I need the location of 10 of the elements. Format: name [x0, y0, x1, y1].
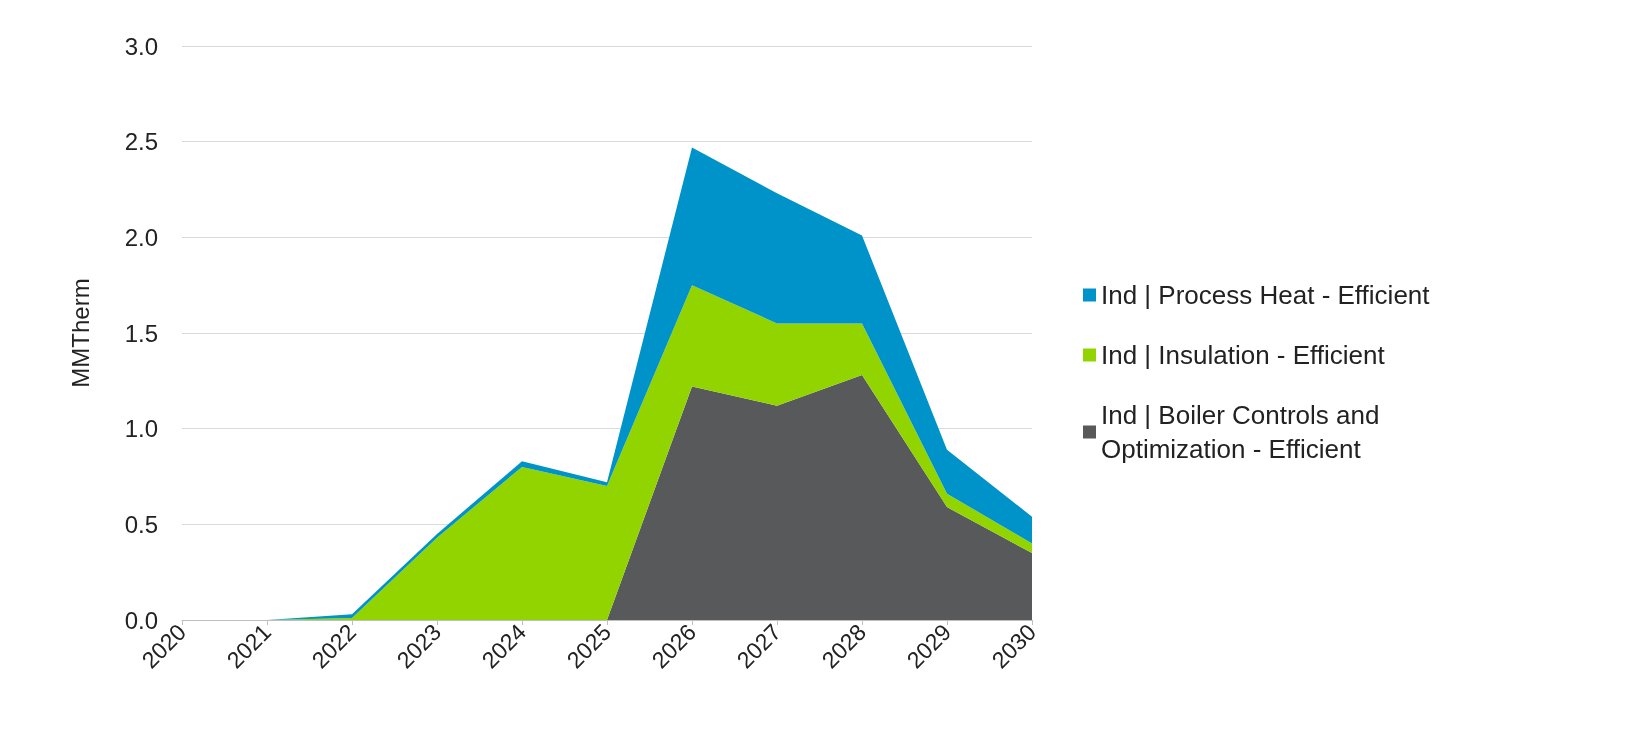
- legend-label: Ind | Boiler Controls and Optimization - Efficient: [1101, 400, 1387, 464]
- y-tick-label: 1.0: [124, 415, 158, 443]
- y-tick-label: 1.5: [124, 319, 158, 347]
- y-tick-label: 3.0: [124, 32, 158, 60]
- legend-label: Ind | Insulation - Efficient: [1101, 340, 1386, 370]
- y-tick-label: 2.5: [124, 128, 158, 156]
- legend-label: Ind | Process Heat - Efficient: [1101, 280, 1431, 310]
- y-tick-label: 0.5: [124, 510, 158, 538]
- y-tick-label: 2.0: [124, 223, 158, 251]
- y-axis-title: MMTherm: [66, 278, 94, 388]
